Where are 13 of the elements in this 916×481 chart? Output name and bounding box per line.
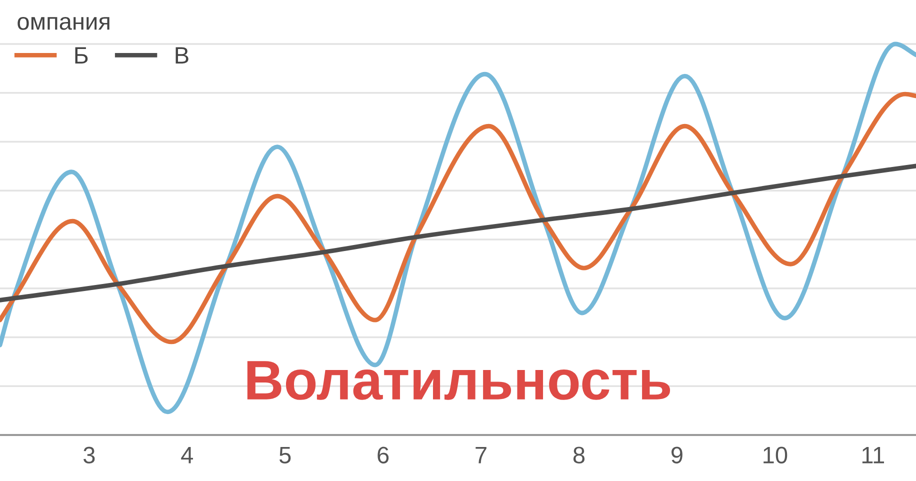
legend-label: В (176, 47, 188, 64)
x-tick-label: 8 (573, 446, 585, 464)
x-tick-label: 6 (378, 446, 389, 464)
x-tick-label: 7 (476, 446, 486, 464)
x-tick-label: 10 (764, 446, 788, 464)
legend-title: омпания (18, 16, 110, 30)
x-tick-label: 3 (83, 446, 95, 464)
x-tick-label: 9 (672, 446, 682, 464)
x-tick-label: 11 (862, 446, 884, 464)
annotation: Волатильность (247, 361, 670, 400)
x-tick-label: 5 (279, 446, 291, 464)
legend-label: Б (75, 47, 88, 64)
x-tick-label: 4 (181, 446, 193, 464)
